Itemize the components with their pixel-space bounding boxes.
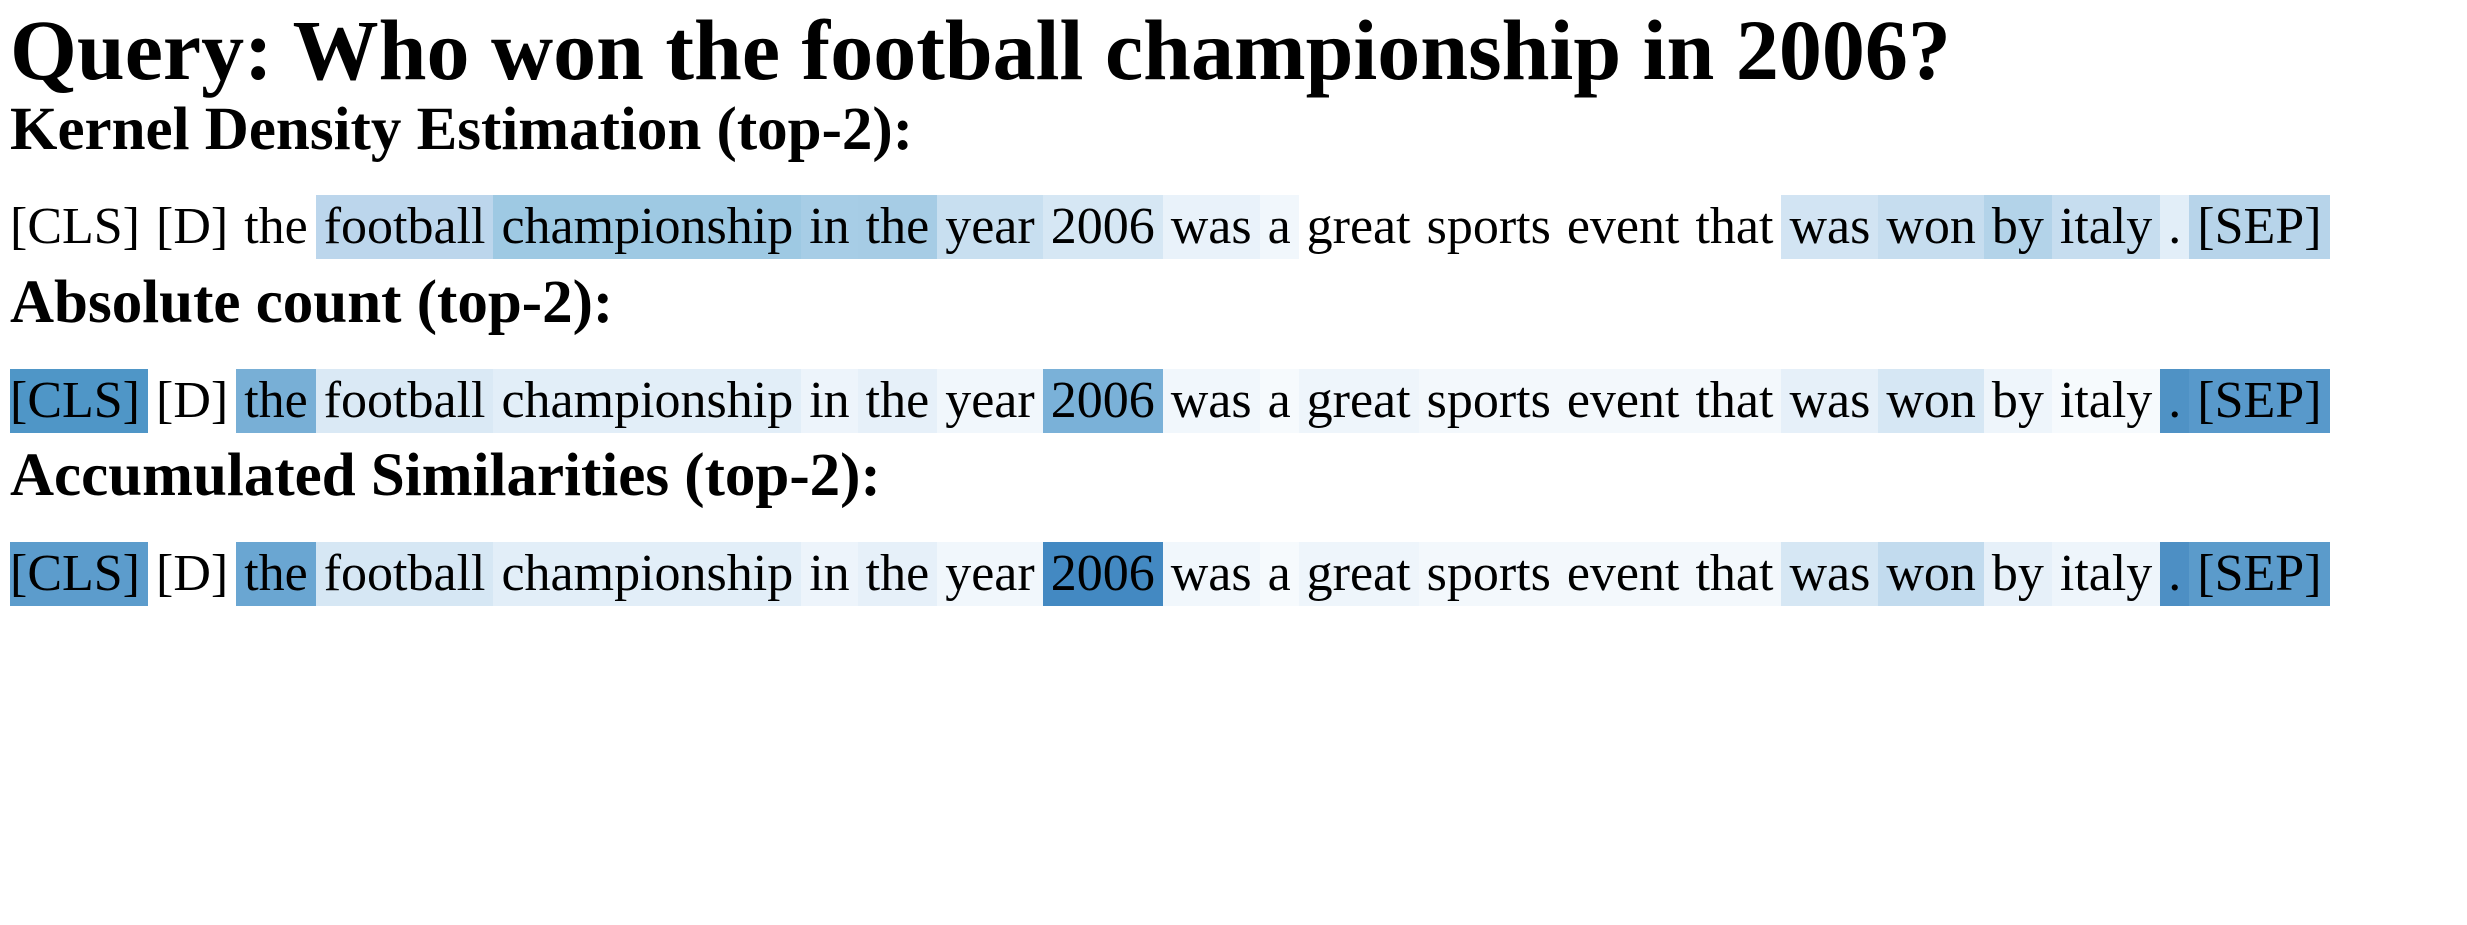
token: sports — [1418, 195, 1559, 259]
token: [D] — [148, 369, 237, 433]
token: italy — [2051, 369, 2161, 433]
token: . — [2160, 195, 2190, 259]
token: by — [1983, 195, 2052, 259]
token: was — [1781, 369, 1879, 433]
token-row-kde: [CLS] [D] the football championship in the year… — [10, 195, 2330, 259]
token: [CLS] — [10, 542, 148, 606]
token: the — [857, 542, 938, 606]
token: in — [801, 369, 858, 433]
token: the — [236, 195, 316, 259]
token: [CLS] — [10, 195, 148, 259]
token: won — [1878, 195, 1984, 259]
section-title-accumulated-similarities: Accumulated Similarities (top-2): — [10, 442, 881, 509]
token: a — [1259, 195, 1299, 259]
token: [SEP] — [2189, 542, 2330, 606]
token: great — [1298, 369, 1419, 433]
section-title-absolute-count: Absolute count (top-2): — [10, 269, 614, 336]
token: that — [1687, 369, 1782, 433]
token: championship — [493, 542, 802, 606]
token: great — [1298, 542, 1419, 606]
token: great — [1298, 195, 1419, 259]
token: year — [937, 542, 1043, 606]
token: [CLS] — [10, 369, 148, 433]
token: [D] — [148, 542, 237, 606]
token: italy — [2051, 542, 2161, 606]
token: 2006 — [1042, 195, 1163, 259]
token: by — [1983, 369, 2052, 433]
token: event — [1558, 369, 1688, 433]
token: was — [1162, 542, 1260, 606]
token: . — [2160, 369, 2190, 433]
token: was — [1781, 542, 1879, 606]
token: championship — [493, 369, 802, 433]
token: 2006 — [1042, 369, 1163, 433]
token: [D] — [148, 195, 237, 259]
token: that — [1687, 195, 1782, 259]
token: in — [801, 542, 858, 606]
token-row-absolute-count: [CLS] [D] the football championship in the year… — [10, 369, 2330, 433]
query-title: Query: Who won the football championship… — [10, 2, 1951, 98]
token: was — [1162, 195, 1260, 259]
token: football — [315, 542, 494, 606]
token: was — [1162, 369, 1260, 433]
token: won — [1878, 542, 1984, 606]
token: that — [1687, 542, 1782, 606]
token: event — [1558, 542, 1688, 606]
token: football — [315, 195, 494, 259]
token: a — [1259, 369, 1299, 433]
token: sports — [1418, 542, 1559, 606]
token: sports — [1418, 369, 1559, 433]
token: in — [801, 195, 858, 259]
token: the — [236, 369, 316, 433]
token: [SEP] — [2189, 195, 2330, 259]
token: championship — [493, 195, 802, 259]
token: won — [1878, 369, 1984, 433]
token: was — [1781, 195, 1879, 259]
token: the — [857, 195, 938, 259]
token: [SEP] — [2189, 369, 2330, 433]
token: year — [937, 369, 1043, 433]
section-title-kde: Kernel Density Estimation (top-2): — [10, 96, 914, 163]
token: 2006 — [1042, 542, 1163, 606]
token: event — [1558, 195, 1688, 259]
token: italy — [2051, 195, 2161, 259]
token-row-accumulated-similarities: [CLS] [D] the football championship in the year… — [10, 542, 2330, 606]
token: . — [2160, 542, 2190, 606]
token: by — [1983, 542, 2052, 606]
token: the — [857, 369, 938, 433]
token: the — [236, 542, 316, 606]
token: football — [315, 369, 494, 433]
token: a — [1259, 542, 1299, 606]
token: year — [937, 195, 1043, 259]
